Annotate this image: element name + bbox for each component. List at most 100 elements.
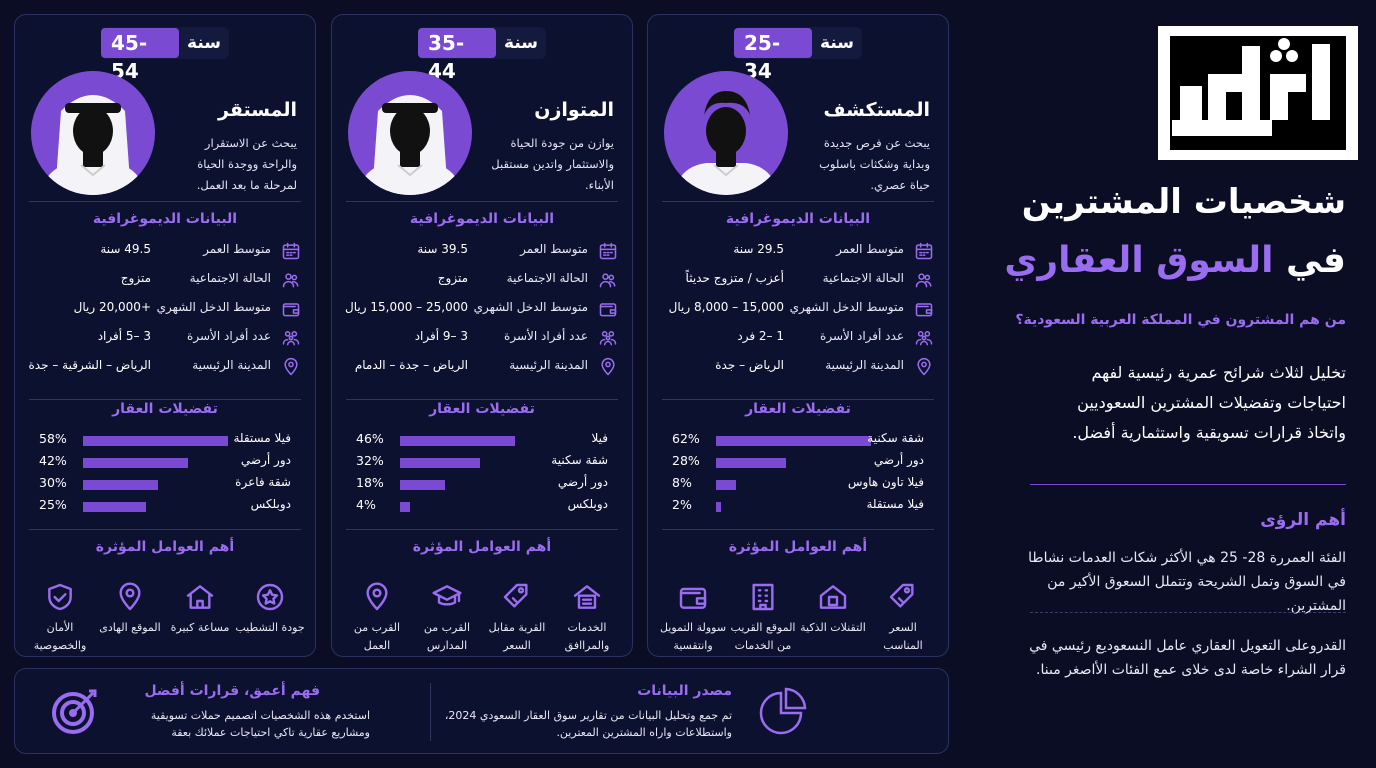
preference-bar — [400, 502, 410, 512]
demographic-value: 39.5 سنة — [417, 242, 468, 256]
factor-item: السعر المناسب — [868, 581, 938, 657]
insight-separator — [1030, 612, 1346, 613]
preference-percent: 30% — [39, 475, 67, 490]
preference-bar-track — [716, 458, 866, 468]
preference-label: شقة سكنية — [551, 453, 608, 467]
demographic-label: المدينة الرئيسية — [192, 358, 271, 372]
preference-bar-track — [716, 436, 871, 446]
price-tag-icon — [889, 583, 914, 608]
family-icon — [915, 331, 933, 346]
preference-bar — [716, 502, 721, 512]
factor-item: الموقع القريب من الخدمات — [728, 581, 798, 657]
demographic-row: متوسط الدخل الشهري 15,000 – 8,000 ريال — [662, 297, 934, 321]
preferences-title: تفضيلات العقار — [429, 401, 535, 417]
demographic-value: 3 –9 أفراد — [414, 329, 468, 343]
factor-label: سوولة التمويل وانتقسية — [659, 621, 727, 652]
factor-item: القرب من المدارس — [412, 581, 482, 657]
title-highlight: في — [1286, 240, 1346, 281]
demographic-label: عدد أفراد الأسرة — [187, 329, 271, 343]
preference-row: 32% شقة سكنية — [356, 453, 608, 471]
understand-title: فهم أعمق، قرارات أفضل — [144, 683, 320, 699]
demographic-row: المدينة الرئيسية الرياض – الشرقية – جدة — [29, 355, 301, 379]
preference-label: دوبلكس — [567, 497, 608, 511]
star-badge-icon — [256, 583, 284, 611]
location-icon — [601, 357, 615, 376]
demographic-label: المدينة الرئيسية — [509, 358, 588, 372]
calendar-icon — [599, 242, 617, 260]
persona-card-settled: سنة 45-54 المستقر يبحث عن الاستقرار والرا… — [14, 14, 316, 657]
preference-percent: 28% — [672, 453, 700, 468]
demographic-row: متوسط العمر 29.5 سنة — [662, 239, 934, 263]
demographic-value: الرياض – جدة — [715, 358, 784, 372]
factor-item: القرب من العمل — [342, 581, 412, 657]
persona-name: المتوازن — [534, 99, 614, 121]
price-tag-icon — [503, 583, 528, 608]
location-icon — [119, 582, 141, 611]
preference-label: فيلا مستقلة — [866, 497, 924, 511]
age-word: سنة — [187, 33, 221, 53]
graduation-cap-icon — [432, 585, 462, 606]
factor-label: السعر المناسب — [883, 621, 923, 652]
main-title-line2: في السوق العقاري — [1004, 240, 1346, 281]
demographic-label: الحالة الاجتماعية — [506, 271, 588, 285]
demographic-value: 3 –5 أفراد — [97, 329, 151, 343]
wallet-icon — [282, 303, 300, 317]
preference-bar — [83, 458, 188, 468]
factor-item: الخدمات والمراافق — [552, 581, 622, 657]
factors-list: جودة التشطيب مساعة كبيرة الموقع الهادى ا… — [25, 581, 305, 657]
understand-text: استخدم هذه الشخصيات اتصميم حملات تسويقية… — [150, 709, 370, 739]
persona-avatar — [31, 71, 155, 195]
factor-label: الأمان والخصوصية — [33, 621, 87, 652]
preference-bar — [716, 436, 871, 446]
age-badge: سنة 45-54 — [101, 27, 229, 83]
divider — [662, 529, 934, 530]
insight-1: الفئة العمررة 28- 25 هي الأكثر شكات العد… — [1028, 550, 1346, 614]
preference-label: شقة سكنية — [867, 431, 924, 445]
preference-row: 4% دوبلكس — [356, 497, 608, 515]
factor-label: الموقع الهادى — [99, 621, 161, 634]
preference-row: 25% دوبلكس — [39, 497, 291, 515]
persona-avatar — [348, 71, 472, 195]
demographic-label: الحالة الاجتماعية — [189, 271, 271, 285]
factor-label: جودة التشطيب — [235, 621, 305, 634]
preference-bar — [400, 436, 515, 446]
preference-percent: 62% — [672, 431, 700, 446]
smart-home-icon — [819, 585, 847, 609]
family-icon — [282, 331, 300, 346]
demographic-value: 29.5 سنة — [733, 242, 784, 256]
preference-label: دور أرضي — [873, 453, 924, 467]
demographic-value: 49.5 سنة — [100, 242, 151, 256]
demographic-row: المدينة الرئيسية الرياض – جدة – الدمام — [346, 355, 618, 379]
demographic-label: عدد أفراد الأسرة — [504, 329, 588, 343]
demographics-title: البيانات الديموغرافية — [409, 211, 555, 227]
preference-bar-track — [716, 502, 866, 512]
age-word: سنة — [820, 33, 854, 53]
insight-2: القدروعلى التعويل العقاري عامل النسعوديع… — [1029, 638, 1346, 678]
factor-label: الخدمات والمراافق — [564, 621, 610, 652]
people-icon — [282, 273, 299, 288]
preference-bar — [83, 480, 158, 490]
preference-label: دوبلكس — [250, 497, 291, 511]
right-divider — [1030, 484, 1346, 485]
location-icon — [917, 357, 931, 376]
logo-mark: ELTZAM — [1170, 36, 1346, 150]
preference-label: دور أرضي — [240, 453, 291, 467]
factor-label: مساعة كبيرة — [170, 621, 230, 634]
divider — [662, 201, 934, 202]
preference-percent: 42% — [39, 453, 67, 468]
persona-card-balanced: سنة 35-44 المتوازن يوازن من جودة الحياة و… — [331, 14, 633, 657]
persona-name: المستكشف — [823, 99, 931, 121]
factor-item: مساعة كبيرة — [165, 581, 235, 657]
demographic-row: متوسط الدخل الشهري 25,000 – 15,000 ريال — [345, 297, 618, 321]
demographic-label: متوسط الدخل الشهري — [473, 300, 588, 314]
divider — [29, 201, 301, 202]
demographic-row: متوسط الدخل الشهري +20,000 ريال — [29, 297, 301, 321]
factors-list: الخدمات والمراافق القربة مقابل السعر الق… — [342, 581, 622, 657]
preference-label: فيلا مستقلة — [233, 431, 291, 445]
preference-bar — [83, 436, 228, 446]
preference-row: 2% فيلا مستقلة — [672, 497, 924, 515]
preferences-title: تفضيلات العقار — [112, 401, 218, 417]
demographic-row: الحالة الاجتماعية أعزب / متزوج حديثاً — [662, 268, 934, 292]
source-title: مصدر البيانات — [637, 683, 732, 699]
factor-label: القربة مقابل السعر — [488, 621, 546, 652]
